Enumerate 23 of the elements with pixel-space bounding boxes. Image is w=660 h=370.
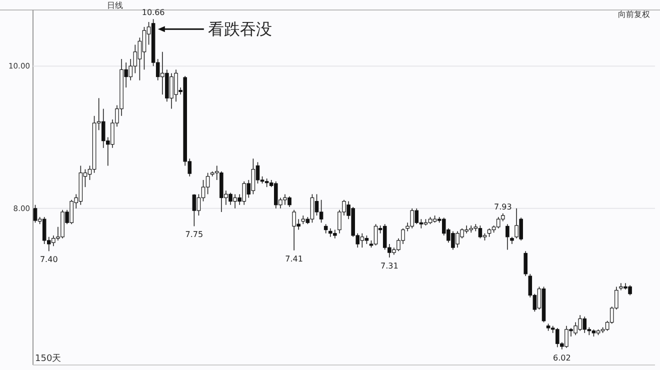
candlestick (33, 204, 38, 224)
candlestick (524, 250, 528, 276)
candlestick (192, 194, 196, 227)
annotation: 7.31 (380, 262, 398, 271)
text: 日线 (107, 1, 123, 10)
annotation: 7.75 (185, 230, 204, 240)
annotation: 10.66 (142, 8, 165, 18)
candlestick (374, 224, 378, 246)
annotation: 7.93 (494, 202, 512, 212)
annotation: 150天 (35, 353, 62, 364)
candlestick (142, 26, 146, 70)
candlestick (324, 224, 328, 234)
candlestick (319, 199, 324, 224)
candlestick (478, 225, 482, 239)
candlestick (310, 194, 314, 224)
candlestick (506, 224, 510, 250)
candlestick (314, 194, 319, 216)
annotation: 7.40 (40, 255, 58, 264)
annotation: 向前复权 (618, 10, 650, 19)
annotation: 6.02 (553, 353, 571, 362)
annotation: 看跌吞没 (208, 20, 272, 39)
candlestick (206, 172, 210, 195)
annotation: 7.41 (285, 254, 303, 264)
